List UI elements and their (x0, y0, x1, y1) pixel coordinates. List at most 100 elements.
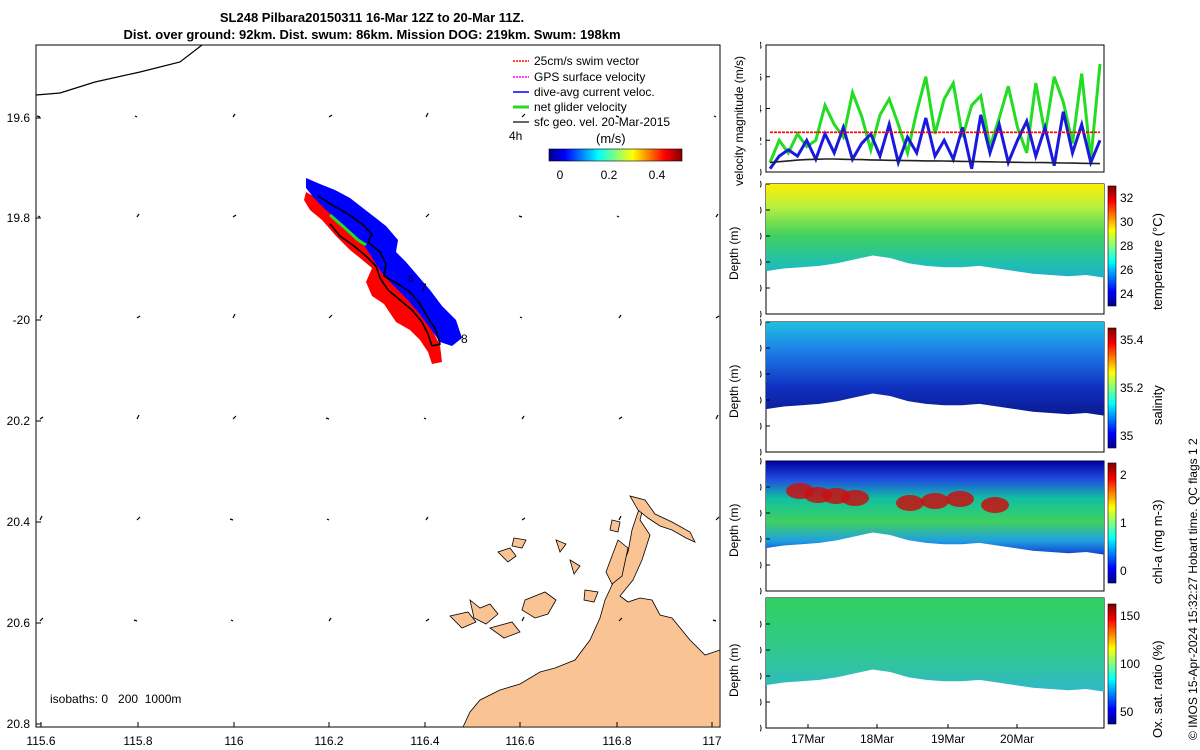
series-sfc-geo-vel- (769, 158, 1101, 165)
figure-subtitle: Dist. over ground: 92km. Dist. swum: 86k… (123, 27, 621, 42)
current-arrow (136, 213, 140, 218)
colorbar-tick: 50 (1120, 705, 1134, 719)
colorbar-tick: 150 (1120, 609, 1140, 623)
day-label-6: 6 (408, 274, 414, 285)
current-arrow (328, 314, 333, 319)
map-y-tick: 20.8 (7, 717, 31, 731)
data-field (766, 184, 1104, 278)
current-arrow (425, 516, 429, 521)
current-arrow (521, 616, 525, 622)
colorbar-tick: 26 (1120, 263, 1134, 277)
chla-maximum (921, 493, 949, 509)
colorbar-tick: 0 (1120, 564, 1127, 578)
current-arrow (229, 518, 234, 521)
dive-avg-current-swath (306, 178, 462, 346)
colorbar-tick-0.2: 0.2 (601, 168, 618, 182)
time-tick: 17Mar (791, 732, 825, 746)
colorbar (1107, 327, 1117, 449)
current-arrow (518, 215, 523, 218)
current-arrow (325, 417, 330, 420)
current-arrow (715, 213, 719, 218)
current-arrow (230, 619, 234, 622)
current-arrow (521, 517, 526, 521)
day-label-8: 8 (461, 332, 468, 346)
salinity-colorbar-label: salinity (1150, 385, 1165, 425)
current-arrow (136, 414, 140, 420)
colorbar-tick: 30 (1120, 215, 1134, 229)
map-x-tick: 115.8 (123, 734, 152, 748)
depth-tick: 80 (760, 697, 762, 709)
time-tick: 18Mar (860, 732, 894, 746)
depth-tick: 100 (760, 723, 762, 735)
chla-maximum (896, 495, 924, 511)
map-y-axis: 19.6 19.8 -20 20.2 20.4 20.6 20.8 (7, 111, 41, 731)
colorbar-tick: 35.4 (1120, 333, 1144, 347)
depth-tick: 40 (760, 645, 762, 657)
current-arrow (134, 115, 138, 118)
chla-section: 0 20 40 60 80 100 0 1 2 (760, 456, 1127, 598)
current-arrow (423, 417, 427, 420)
current-arrow (37, 215, 41, 218)
velocity-ylabel: velocity magnitude (m/s) (732, 55, 746, 186)
colorbar-tick: 32 (1120, 191, 1134, 205)
current-arrow (519, 316, 523, 319)
salinity-ylabel: Depth (m) (727, 364, 741, 418)
current-arrow (615, 115, 620, 118)
oxygen-section: 20 40 60 80 100 50 100 150 (760, 597, 1140, 735)
depth-tick: 20 (760, 343, 762, 355)
depth-tick: 60 (760, 671, 762, 683)
imos-credit: © IMOS 15-Apr-2024 15:32:27 Hobart time.… (1186, 438, 1200, 740)
land-mass (449, 495, 721, 728)
velocity-y-tick: 0.2 (760, 135, 762, 147)
legend-dive-avg: dive-avg current veloc. (534, 85, 655, 99)
day-label-7: 7 (420, 281, 427, 295)
current-arrow (712, 619, 717, 622)
current-arrow (133, 619, 138, 622)
northern-coastline (35, 44, 203, 96)
colorbar-tick-0.4: 0.4 (649, 168, 666, 182)
oxygen-ylabel: Depth (m) (727, 643, 741, 697)
map-x-tick: 116.6 (505, 734, 534, 748)
current-arrow (232, 415, 237, 420)
colorbar-tick: 35.2 (1120, 381, 1144, 395)
time-x-axis: 17Mar 18Mar 19Mar 20Mar (791, 724, 1034, 746)
temperature-section: 0 20 40 60 80 100 24 26 28 30 32 (760, 179, 1134, 321)
current-arrow (713, 115, 717, 118)
chla-ylabel: Depth (m) (727, 503, 741, 557)
time-tick: 19Mar (931, 732, 965, 746)
colorbar (1107, 603, 1117, 725)
colorbar-tick: 2 (1120, 468, 1127, 482)
depth-tick: 100 (760, 447, 762, 459)
depth-tick: 100 (760, 309, 762, 321)
colorbar-tick: 1 (1120, 516, 1127, 530)
current-arrow (39, 314, 43, 319)
map-x-tick: 117 (702, 734, 721, 748)
oxygen-colorbar-label: Ox. sat. ratio (%) (1150, 640, 1165, 738)
current-arrow (616, 215, 620, 218)
legend-sfc-geo: sfc geo. vel. 20-Mar-2015 (534, 115, 670, 129)
depth-tick: 80 (760, 421, 762, 433)
chla-maximum (841, 490, 869, 506)
map-x-tick: 116.4 (410, 734, 439, 748)
velocity-y-tick: 0.4 (760, 104, 762, 116)
depth-tick: 40 (760, 369, 762, 381)
depth-tick: 80 (760, 283, 762, 295)
depth-tick: 20 (760, 619, 762, 631)
colorbar-tick: 28 (1120, 239, 1134, 253)
current-arrow (425, 112, 429, 118)
depth-tick: 60 (760, 395, 762, 407)
current-arrow (328, 114, 333, 118)
current-arrow (715, 414, 719, 420)
depth-tick: 0 (760, 317, 762, 329)
map-x-tick: 116 (224, 734, 243, 748)
depth-tick: 40 (760, 508, 762, 520)
depth-tick: 60 (760, 534, 762, 546)
surface-current-arrows (36, 112, 720, 622)
colorbar (1107, 185, 1117, 307)
time-tick: 20Mar (1000, 732, 1034, 746)
current-arrow (618, 416, 623, 420)
depth-tick: 20 (760, 205, 762, 217)
current-arrow (136, 516, 141, 521)
map-y-tick: 20.6 (7, 616, 31, 630)
current-arrow (521, 113, 526, 118)
